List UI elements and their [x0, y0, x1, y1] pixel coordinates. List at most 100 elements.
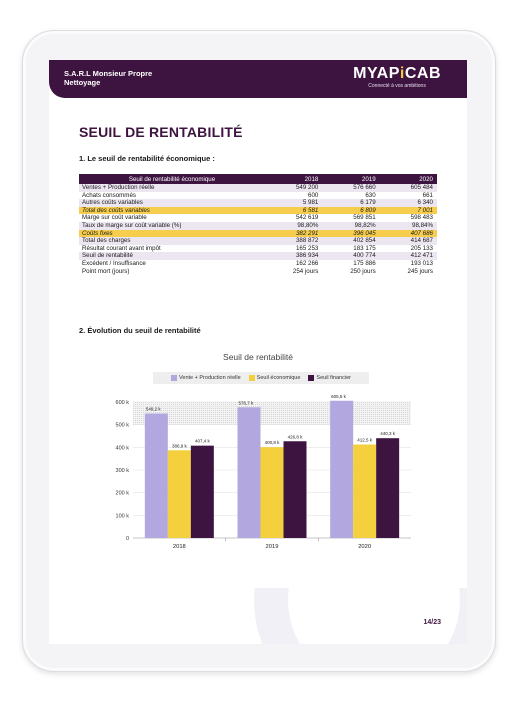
table-row: Taux de marge sur coût variable (%) 98,80… — [79, 221, 437, 230]
legend-label: Seuil économique — [256, 375, 301, 381]
row-value: 7 001 — [379, 206, 437, 215]
logo-text-i: i — [399, 65, 405, 82]
row-value: 542 619 — [295, 214, 319, 222]
y-tick-label: 100 k — [116, 513, 130, 519]
row-value: 165 253 — [295, 244, 319, 252]
bar — [237, 407, 261, 538]
y-tick-label: 500 k — [116, 423, 130, 429]
breakeven-table: Seuil de rentabilité économique 2018 201… — [79, 174, 437, 275]
row-label: Achats consommés — [82, 191, 136, 199]
data-label: 412,5 k — [357, 438, 373, 443]
company-line-1: S.A.R.L Monsieur Propre — [64, 69, 153, 78]
row-value: 6 581 — [265, 206, 323, 215]
row-label: Autres coûts variables — [79, 199, 266, 207]
logo-text-a: MYAP — [353, 65, 400, 82]
company-name: S.A.R.L Monsieur Propre Nettoyage — [64, 69, 152, 87]
row-value: 183 175 — [353, 244, 376, 252]
table-header: 2019 — [322, 174, 380, 184]
row-value: 6 179 — [322, 199, 380, 207]
bar — [144, 413, 168, 538]
bar — [260, 447, 284, 538]
table-header-row: Seuil de rentabilité économique 2018 201… — [79, 174, 437, 184]
row-value: 386 934 — [265, 252, 323, 260]
row-label: Marge sur coût variable — [82, 214, 147, 222]
bar — [283, 441, 307, 538]
breakeven-chart: 0 100 k 200 k 300 k 400 k 500 k 600 k 549,2 k 38… — [116, 394, 411, 550]
bar — [167, 450, 191, 538]
logo-text-b: CAB — [404, 65, 441, 82]
chart-band — [133, 402, 411, 425]
row-value: 98,80% — [265, 221, 323, 230]
row-value: 412 471 — [379, 252, 437, 260]
x-tick-label: 2018 — [173, 544, 186, 550]
row-label: Ventes + Production réelle — [79, 184, 266, 192]
row-label: Excédent / Insuffisance — [82, 259, 146, 267]
table-row: Ventes + Production réelle 549 200 576 660… — [79, 184, 437, 192]
table-row: Autres coûts variables 5 981 6 179 6 340 — [79, 199, 437, 207]
table-row: Point mort (jours) 254 jours 250 jours 245 … — [79, 268, 437, 276]
row-value: 605 484 — [379, 184, 437, 192]
section-heading-1: 1. Le seuil de rentabilité économique : — [79, 154, 215, 163]
y-tick-label: 0 — [126, 536, 129, 542]
chart-legend: Vente + Production réelle Seuil économiq… — [153, 372, 369, 384]
table-row: Coûts fixes 382 291 396 045 407 686 — [79, 229, 437, 238]
page-title: SEUIL DE RENTABILITÉ — [79, 124, 243, 140]
bar — [376, 438, 400, 538]
legend-swatch — [248, 375, 255, 381]
legend-item: Seuil économique — [248, 375, 301, 381]
bar — [353, 444, 377, 538]
table-row: Total des charges 388 872 402 854 414 687 — [79, 237, 437, 245]
row-value: 407 686 — [379, 229, 437, 238]
bar — [330, 400, 354, 538]
chart-title: Seuil de rentabilité — [223, 352, 293, 362]
row-value: 254 jours — [292, 267, 319, 275]
row-value: 598 483 — [410, 214, 433, 222]
row-label: Seuil de rentabilité — [79, 252, 266, 260]
data-label: 386,9 k — [172, 443, 188, 448]
table-row: Achats consommés 600 630 661 — [79, 192, 437, 200]
x-tick-label: 2020 — [358, 544, 371, 550]
row-label: Taux de marge sur coût variable (%) — [79, 221, 266, 230]
row-label: Point mort (jours) — [82, 267, 130, 275]
row-label: Résultat courant avant impôt — [82, 244, 161, 252]
page-header: S.A.R.L Monsieur Propre Nettoyage MYAPiC… — [49, 60, 467, 98]
row-value: 175 886 — [353, 259, 376, 267]
row-value: 5 981 — [265, 199, 323, 207]
brand-logo: MYAPiCAB Connecté à vos ambitions — [353, 65, 441, 89]
legend-label: Seuil financier — [316, 375, 351, 381]
row-value: 162 266 — [295, 259, 319, 267]
row-label: Total des charges — [79, 237, 266, 245]
row-value: 98,82% — [322, 221, 380, 230]
y-tick-label: 300 k — [116, 468, 130, 474]
data-label: 400,8 k — [265, 440, 281, 445]
row-value: 382 291 — [265, 229, 323, 238]
company-line-2: Nettoyage — [64, 78, 101, 87]
row-value: 569 851 — [353, 214, 376, 222]
data-label: 549,2 k — [146, 407, 162, 412]
legend-item: Vente + Production réelle — [171, 375, 241, 381]
row-value: 396 045 — [322, 229, 380, 238]
y-tick-label: 400 k — [116, 445, 130, 451]
bar — [190, 445, 214, 538]
row-value: 549 200 — [265, 184, 323, 192]
row-value: 6 340 — [379, 199, 437, 207]
data-label: 407,4 k — [195, 439, 211, 444]
table-header: Seuil de rentabilité économique — [79, 174, 266, 184]
row-value: 6 809 — [322, 206, 380, 215]
section-heading-2: 2. Évolution du seuil de rentabilité — [79, 326, 201, 335]
table-row: Total des coûts variables 6 581 6 809 7 001 — [79, 206, 437, 215]
row-value: 250 jours — [350, 267, 376, 275]
row-value: 388 872 — [265, 237, 323, 245]
logo-tagline: Connecté à vos ambitions — [368, 83, 426, 89]
document-page: S.A.R.L Monsieur Propre Nettoyage MYAPiC… — [49, 60, 467, 644]
table-row: Résultat courant avant impôt 165 253 183 1… — [79, 245, 437, 253]
row-value: 193 013 — [410, 259, 433, 267]
legend-item: Seuil financier — [308, 375, 351, 381]
row-label: Total des coûts variables — [79, 206, 266, 215]
legend-swatch — [171, 375, 178, 381]
row-label: Coûts fixes — [79, 229, 266, 238]
watermark-logo — [254, 588, 467, 644]
row-value: 245 jours — [407, 267, 433, 275]
data-label: 426,8 k — [288, 434, 304, 439]
table-row: Excédent / Insuffisance 162 266 175 886 193… — [79, 260, 437, 268]
